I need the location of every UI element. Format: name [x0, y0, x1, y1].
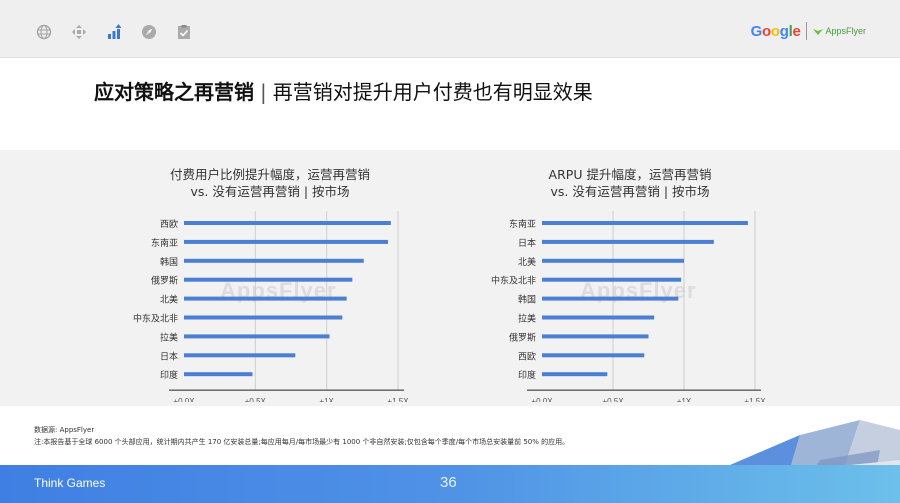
google-logo: Google — [750, 22, 801, 40]
tick-label: +0.5X — [245, 397, 267, 402]
bar — [184, 296, 347, 301]
category-label: 韩国 — [160, 256, 178, 268]
chart-band — [0, 150, 900, 406]
tick-label: +0.5X — [602, 397, 624, 402]
bar — [184, 277, 353, 282]
footer-brand: Think Games — [34, 476, 106, 490]
category-label: 印度 — [160, 369, 178, 381]
tick-label: +1.5X — [387, 397, 409, 402]
page-number: 36 — [440, 474, 457, 491]
chart-title: 付费用户比例提升幅度，运营再营销 vs. 没有运营再营销 | 按市场 — [169, 167, 370, 199]
footer: Think Games 36 — [0, 465, 900, 503]
top-bar: Google AppsFlyer — [0, 0, 900, 58]
nav-icons — [36, 24, 192, 40]
bar — [542, 315, 655, 320]
chart-arpu-uplift: ARPU 提升幅度，运营再营销 vs. 没有运营再营销 | 按市场 AppsFly… — [480, 166, 780, 402]
bar-chart-icon[interactable] — [106, 24, 122, 40]
bar — [184, 353, 296, 358]
move-icon[interactable] — [71, 24, 87, 40]
category-label: 俄罗斯 — [151, 275, 178, 287]
bar — [542, 221, 748, 225]
bar — [542, 353, 645, 358]
logo-divider — [806, 22, 808, 40]
title-separator: | — [260, 80, 267, 104]
tick-label: +0.0X — [531, 397, 553, 402]
category-label: 拉美 — [518, 313, 536, 325]
chart-title: ARPU 提升幅度，运营再营销 vs. 没有运营再营销 | 按市场 — [548, 167, 712, 199]
category-label: 北美 — [518, 256, 536, 268]
bar — [184, 315, 343, 320]
category-label: 东南亚 — [509, 218, 536, 230]
bar — [542, 334, 649, 339]
tick-label: +0.0X — [173, 397, 195, 402]
category-label: 印度 — [518, 369, 536, 381]
partner-logos: Google AppsFlyer — [751, 22, 866, 40]
category-label: 俄罗斯 — [509, 331, 536, 343]
tick-label: +1X — [677, 397, 692, 402]
data-source: 数据源: AppsFlyer — [34, 426, 95, 434]
footnote: 注:本报告基于全球 6000 个头部应用，统计期内共产生 170 亿安装总量;每… — [34, 438, 570, 446]
category-label: 日本 — [160, 350, 178, 362]
category-label: 拉美 — [160, 331, 178, 343]
bar — [184, 372, 253, 377]
bar — [184, 239, 389, 244]
bar — [542, 372, 608, 377]
bar — [542, 239, 714, 244]
category-label: 西欧 — [518, 350, 536, 362]
bar — [542, 277, 682, 282]
category-label: 中东及北非 — [491, 275, 536, 287]
compass-icon[interactable] — [141, 24, 157, 40]
page-title: 应对策略之再营销 | 再营销对提升用户付费也有明显效果 — [94, 76, 593, 105]
bar — [542, 258, 684, 263]
category-label: 北美 — [160, 294, 178, 306]
category-label: 中东及北非 — [133, 313, 178, 325]
bar — [542, 296, 679, 301]
clipboard-check-icon[interactable] — [176, 24, 192, 40]
tick-label: +1.5X — [744, 397, 766, 402]
category-label: 东南亚 — [151, 237, 178, 249]
bar — [184, 334, 330, 339]
appsflyer-logo: AppsFlyer — [813, 26, 866, 36]
category-label: 西欧 — [160, 218, 178, 230]
tick-label: +1X — [319, 397, 334, 402]
category-label: 韩国 — [518, 294, 536, 306]
globe-icon[interactable] — [36, 24, 52, 40]
title-sub: 再营销对提升用户付费也有明显效果 — [272, 80, 593, 104]
title-main: 应对策略之再营销 — [94, 80, 254, 104]
bar — [184, 258, 364, 263]
chart-paying-user-ratio: 付费用户比例提升幅度，运营再营销 vs. 没有运营再营销 | 按市场 AppsFl… — [120, 166, 420, 402]
category-label: 日本 — [518, 237, 536, 249]
bar — [184, 221, 391, 225]
